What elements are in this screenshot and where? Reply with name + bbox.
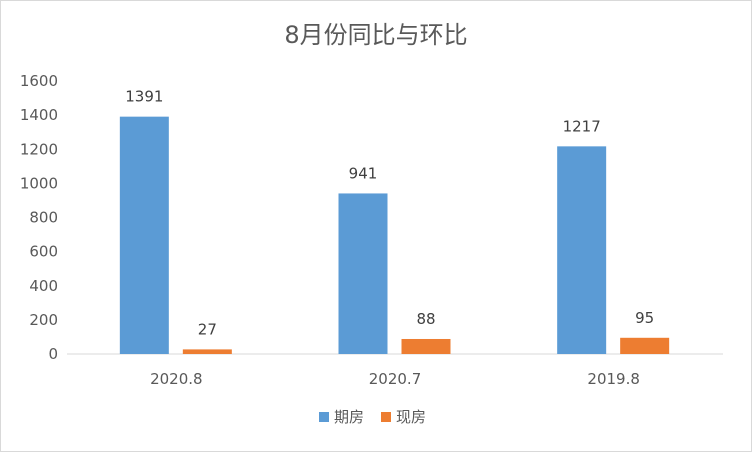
- bar-existing: [620, 337, 670, 354]
- data-label: 941: [349, 164, 378, 182]
- y-tick-label: 800: [29, 209, 58, 227]
- bar-futures: [557, 146, 607, 354]
- data-label: 27: [198, 320, 217, 338]
- y-tick-label: 200: [29, 311, 58, 329]
- y-tick-label: 600: [29, 243, 58, 261]
- data-label: 95: [635, 309, 654, 327]
- y-tick-label: 1600: [20, 72, 58, 90]
- legend-swatch: [381, 412, 391, 422]
- bar-futures: [119, 116, 169, 355]
- y-tick-label: 1000: [20, 174, 58, 192]
- bar-existing: [401, 338, 451, 354]
- data-label: 1391: [125, 88, 163, 106]
- x-tick-label: 2020.7: [369, 370, 422, 388]
- data-label: 1217: [563, 117, 601, 135]
- legend-label: 现房: [396, 408, 426, 426]
- data-label: 88: [416, 310, 435, 328]
- y-tick-label: 400: [29, 277, 58, 295]
- chart-title: 8月份同比与环比: [284, 21, 468, 49]
- y-tick-label: 1200: [20, 140, 58, 158]
- y-tick-label: 0: [48, 345, 58, 363]
- bar-existing: [182, 349, 232, 354]
- legend-label: 期房: [334, 408, 364, 426]
- y-tick-label: 1400: [20, 106, 58, 124]
- x-tick-label: 2019.8: [587, 370, 640, 388]
- legend-swatch: [319, 412, 329, 422]
- x-tick-label: 2020.8: [150, 370, 203, 388]
- bar-futures: [338, 193, 388, 354]
